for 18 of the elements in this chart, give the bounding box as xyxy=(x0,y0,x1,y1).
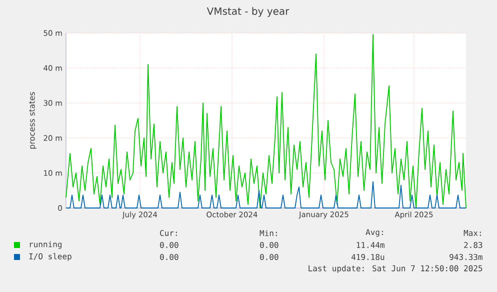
y-axis-title: process states xyxy=(29,92,36,149)
text: 0.00 xyxy=(260,242,278,248)
text: 0.00 xyxy=(160,254,178,260)
chart-title: VMstat - by year xyxy=(206,7,290,17)
text: 0.00 xyxy=(260,254,278,260)
text: Max: xyxy=(464,230,481,236)
text: 943.33m xyxy=(450,254,482,260)
text: Avg: xyxy=(366,229,383,237)
legend-label: I/O sleep xyxy=(29,253,72,261)
legend-label: running xyxy=(30,241,62,249)
text: Min: xyxy=(260,230,277,236)
text: 419.18u xyxy=(351,254,384,260)
text: 11.44m xyxy=(356,242,384,248)
text: 0.00 xyxy=(160,242,178,248)
text: Cur: xyxy=(160,230,177,236)
text: Last update: Sat Jun 7 12:50:00 2025 xyxy=(308,265,482,273)
text: 2.83 xyxy=(464,242,482,248)
line-series xyxy=(66,34,466,208)
